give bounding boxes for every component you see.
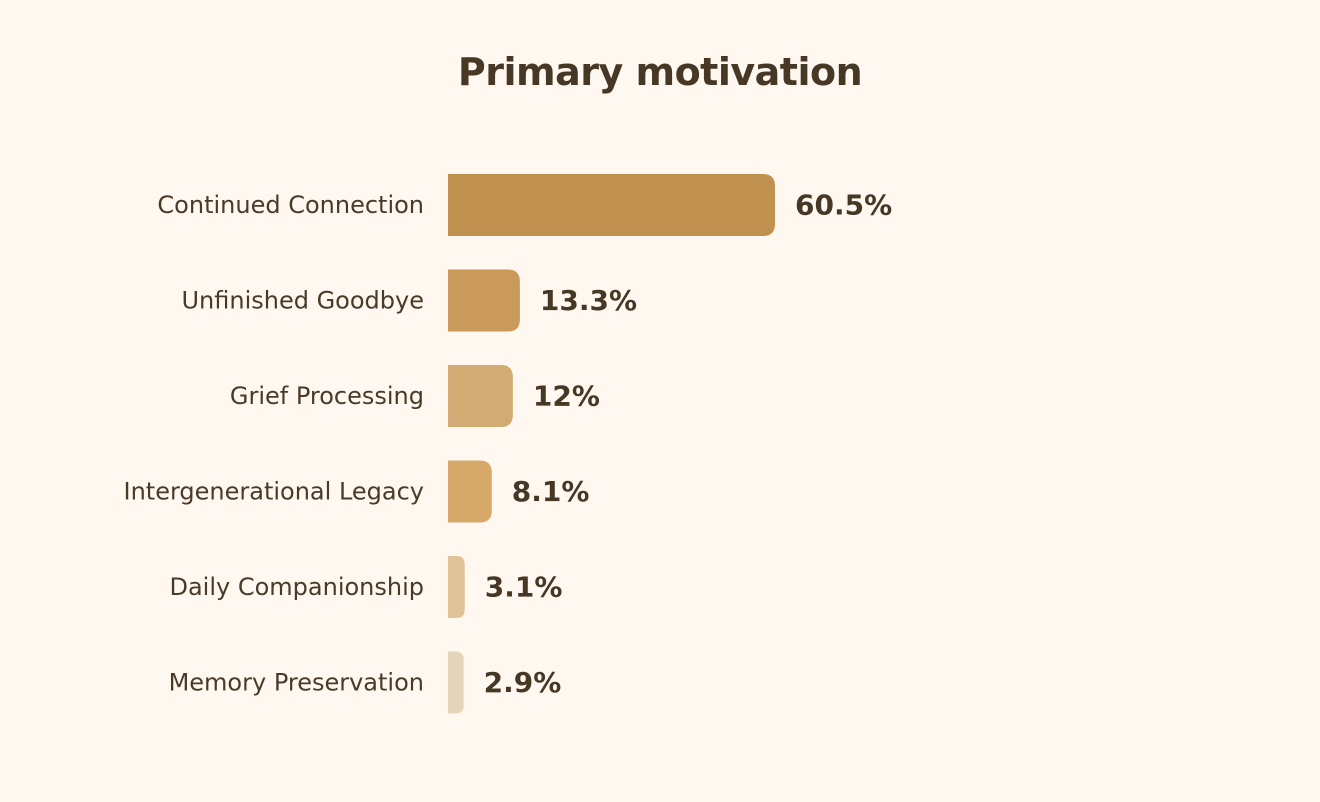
category-label: Grief Processing [230, 382, 424, 410]
bar-grief-processing [448, 365, 513, 427]
bar-intergenerational-legacy [448, 460, 492, 523]
category-label: Continued Connection [157, 191, 424, 219]
category-label: Unfinished Goodbye [181, 287, 424, 315]
category-label: Memory Preservation [169, 669, 424, 697]
value-label: 13.3% [540, 284, 637, 317]
bar-memory-preservation [448, 651, 464, 714]
value-label: 8.1% [512, 475, 590, 508]
bar-daily-companionship [448, 556, 465, 618]
value-label: 60.5% [795, 189, 892, 222]
value-label: 2.9% [484, 666, 562, 699]
bar-continued-connection [448, 174, 775, 236]
value-label: 3.1% [485, 571, 563, 604]
value-label: 12% [533, 380, 600, 413]
category-label: Daily Companionship [169, 573, 424, 601]
chart-title: Primary motivation [457, 50, 863, 94]
bars-group: Continued Connection 60.5% Unfinished Good… [124, 174, 892, 714]
category-label: Intergenerational Legacy [124, 478, 425, 506]
bar-unfinished-goodbye [448, 269, 520, 332]
